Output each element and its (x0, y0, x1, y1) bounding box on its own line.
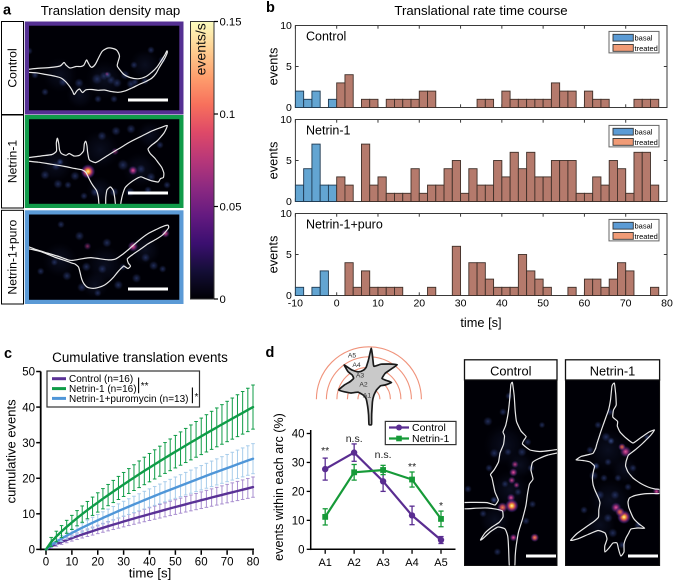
svg-text:**: ** (141, 381, 149, 392)
svg-text:Netrin-1: Netrin-1 (590, 363, 636, 378)
svg-text:30: 30 (22, 438, 35, 450)
svg-text:Netrin-1+puro: Netrin-1+puro (306, 217, 383, 231)
svg-text:A2: A2 (347, 557, 360, 569)
svg-text:40: 40 (496, 298, 508, 310)
svg-text:80: 80 (247, 557, 260, 569)
svg-text:20: 20 (292, 487, 305, 499)
svg-text:Cumulative translation events: Cumulative translation events (52, 350, 228, 365)
svg-text:-10: -10 (288, 298, 303, 310)
svg-text:5: 5 (286, 155, 292, 167)
svg-text:b: b (266, 0, 275, 16)
svg-text:30: 30 (292, 458, 305, 470)
svg-text:70: 70 (620, 298, 632, 310)
svg-text:A1: A1 (363, 393, 372, 400)
svg-text:*: * (439, 500, 443, 512)
svg-text:0: 0 (298, 545, 304, 557)
svg-text:A2: A2 (359, 382, 368, 389)
svg-text:basal: basal (635, 128, 653, 137)
svg-text:20: 20 (22, 473, 35, 485)
svg-text:Netrin-1: Netrin-1 (412, 433, 450, 445)
svg-text:A1: A1 (318, 557, 331, 569)
svg-text:10: 10 (280, 208, 292, 220)
svg-text:0: 0 (286, 102, 292, 114)
svg-text:Control (n=16): Control (n=16) (69, 374, 133, 385)
svg-text:basal: basal (635, 222, 653, 231)
svg-text:10: 10 (22, 509, 35, 521)
svg-text:n.s.: n.s. (346, 433, 363, 445)
svg-text:Netrin-1+puromycin (n=13): Netrin-1+puromycin (n=13) (69, 394, 189, 405)
svg-text:Control: Control (412, 422, 446, 434)
svg-text:Control: Control (6, 48, 20, 87)
svg-text:Translational rate time course: Translational rate time course (394, 3, 567, 18)
svg-text:10: 10 (292, 516, 305, 528)
svg-text:events within each arc (%): events within each arc (%) (272, 413, 286, 561)
svg-text:60: 60 (579, 298, 591, 310)
svg-text:A3: A3 (356, 373, 365, 380)
svg-text:0: 0 (334, 298, 340, 310)
svg-text:50: 50 (537, 298, 549, 310)
svg-text:A5: A5 (434, 557, 447, 569)
svg-text:0: 0 (286, 196, 292, 208)
svg-text:0: 0 (43, 557, 49, 569)
svg-text:n.s.: n.s. (375, 449, 392, 461)
svg-text:cumulative events: cumulative events (4, 399, 19, 504)
svg-text:A4: A4 (352, 362, 361, 369)
svg-text:treated: treated (635, 44, 658, 53)
svg-text:60: 60 (195, 557, 208, 569)
svg-text:Translation density map: Translation density map (41, 3, 181, 18)
svg-text:events: events (266, 48, 281, 86)
svg-text:5: 5 (286, 249, 292, 261)
svg-text:80: 80 (661, 298, 673, 310)
svg-text:0: 0 (286, 290, 292, 302)
svg-text:50: 50 (22, 367, 35, 379)
svg-text:A4: A4 (405, 557, 418, 569)
svg-text:20: 20 (413, 298, 425, 310)
svg-text:0.15: 0.15 (220, 17, 242, 29)
svg-text:10: 10 (280, 20, 292, 32)
svg-text:0.05: 0.05 (220, 202, 242, 214)
svg-text:40: 40 (22, 402, 35, 414)
svg-text:40: 40 (143, 557, 156, 569)
svg-text:50: 50 (169, 557, 182, 569)
svg-text:a: a (3, 2, 12, 18)
svg-text:Netrin-1: Netrin-1 (6, 140, 20, 184)
svg-text:events: events (266, 236, 281, 274)
svg-text:Netrin-1 (n=16): Netrin-1 (n=16) (69, 384, 137, 395)
svg-text:0: 0 (29, 545, 35, 557)
svg-text:**: ** (408, 461, 416, 473)
svg-text:A5: A5 (348, 353, 357, 360)
svg-text:10: 10 (372, 298, 384, 310)
svg-text:0: 0 (220, 294, 226, 306)
svg-text:0.1: 0.1 (220, 109, 236, 121)
svg-text:Control: Control (490, 363, 531, 378)
svg-text:treated: treated (635, 232, 658, 241)
svg-text:40: 40 (292, 429, 305, 441)
svg-text:d: d (266, 345, 275, 361)
svg-text:A3: A3 (376, 557, 389, 569)
svg-text:events/s: events/s (193, 23, 209, 75)
svg-text:time [s]: time [s] (129, 566, 172, 581)
svg-text:10: 10 (280, 114, 292, 126)
svg-text:events: events (266, 142, 281, 180)
svg-text:20: 20 (91, 557, 104, 569)
svg-text:30: 30 (117, 557, 130, 569)
svg-text:Netrin-1+puro: Netrin-1+puro (5, 220, 19, 295)
svg-text:30: 30 (455, 298, 467, 310)
svg-text:*: * (195, 392, 199, 403)
svg-text:**: ** (321, 445, 329, 457)
svg-text:Control: Control (306, 29, 346, 43)
svg-text:c: c (4, 346, 12, 362)
svg-text:treated: treated (635, 138, 658, 147)
svg-text:basal: basal (635, 34, 653, 43)
svg-text:70: 70 (221, 557, 234, 569)
svg-text:Netrin-1: Netrin-1 (306, 123, 351, 137)
svg-text:10: 10 (66, 557, 79, 569)
svg-text:5: 5 (286, 61, 292, 73)
svg-text:time [s]: time [s] (460, 315, 501, 330)
